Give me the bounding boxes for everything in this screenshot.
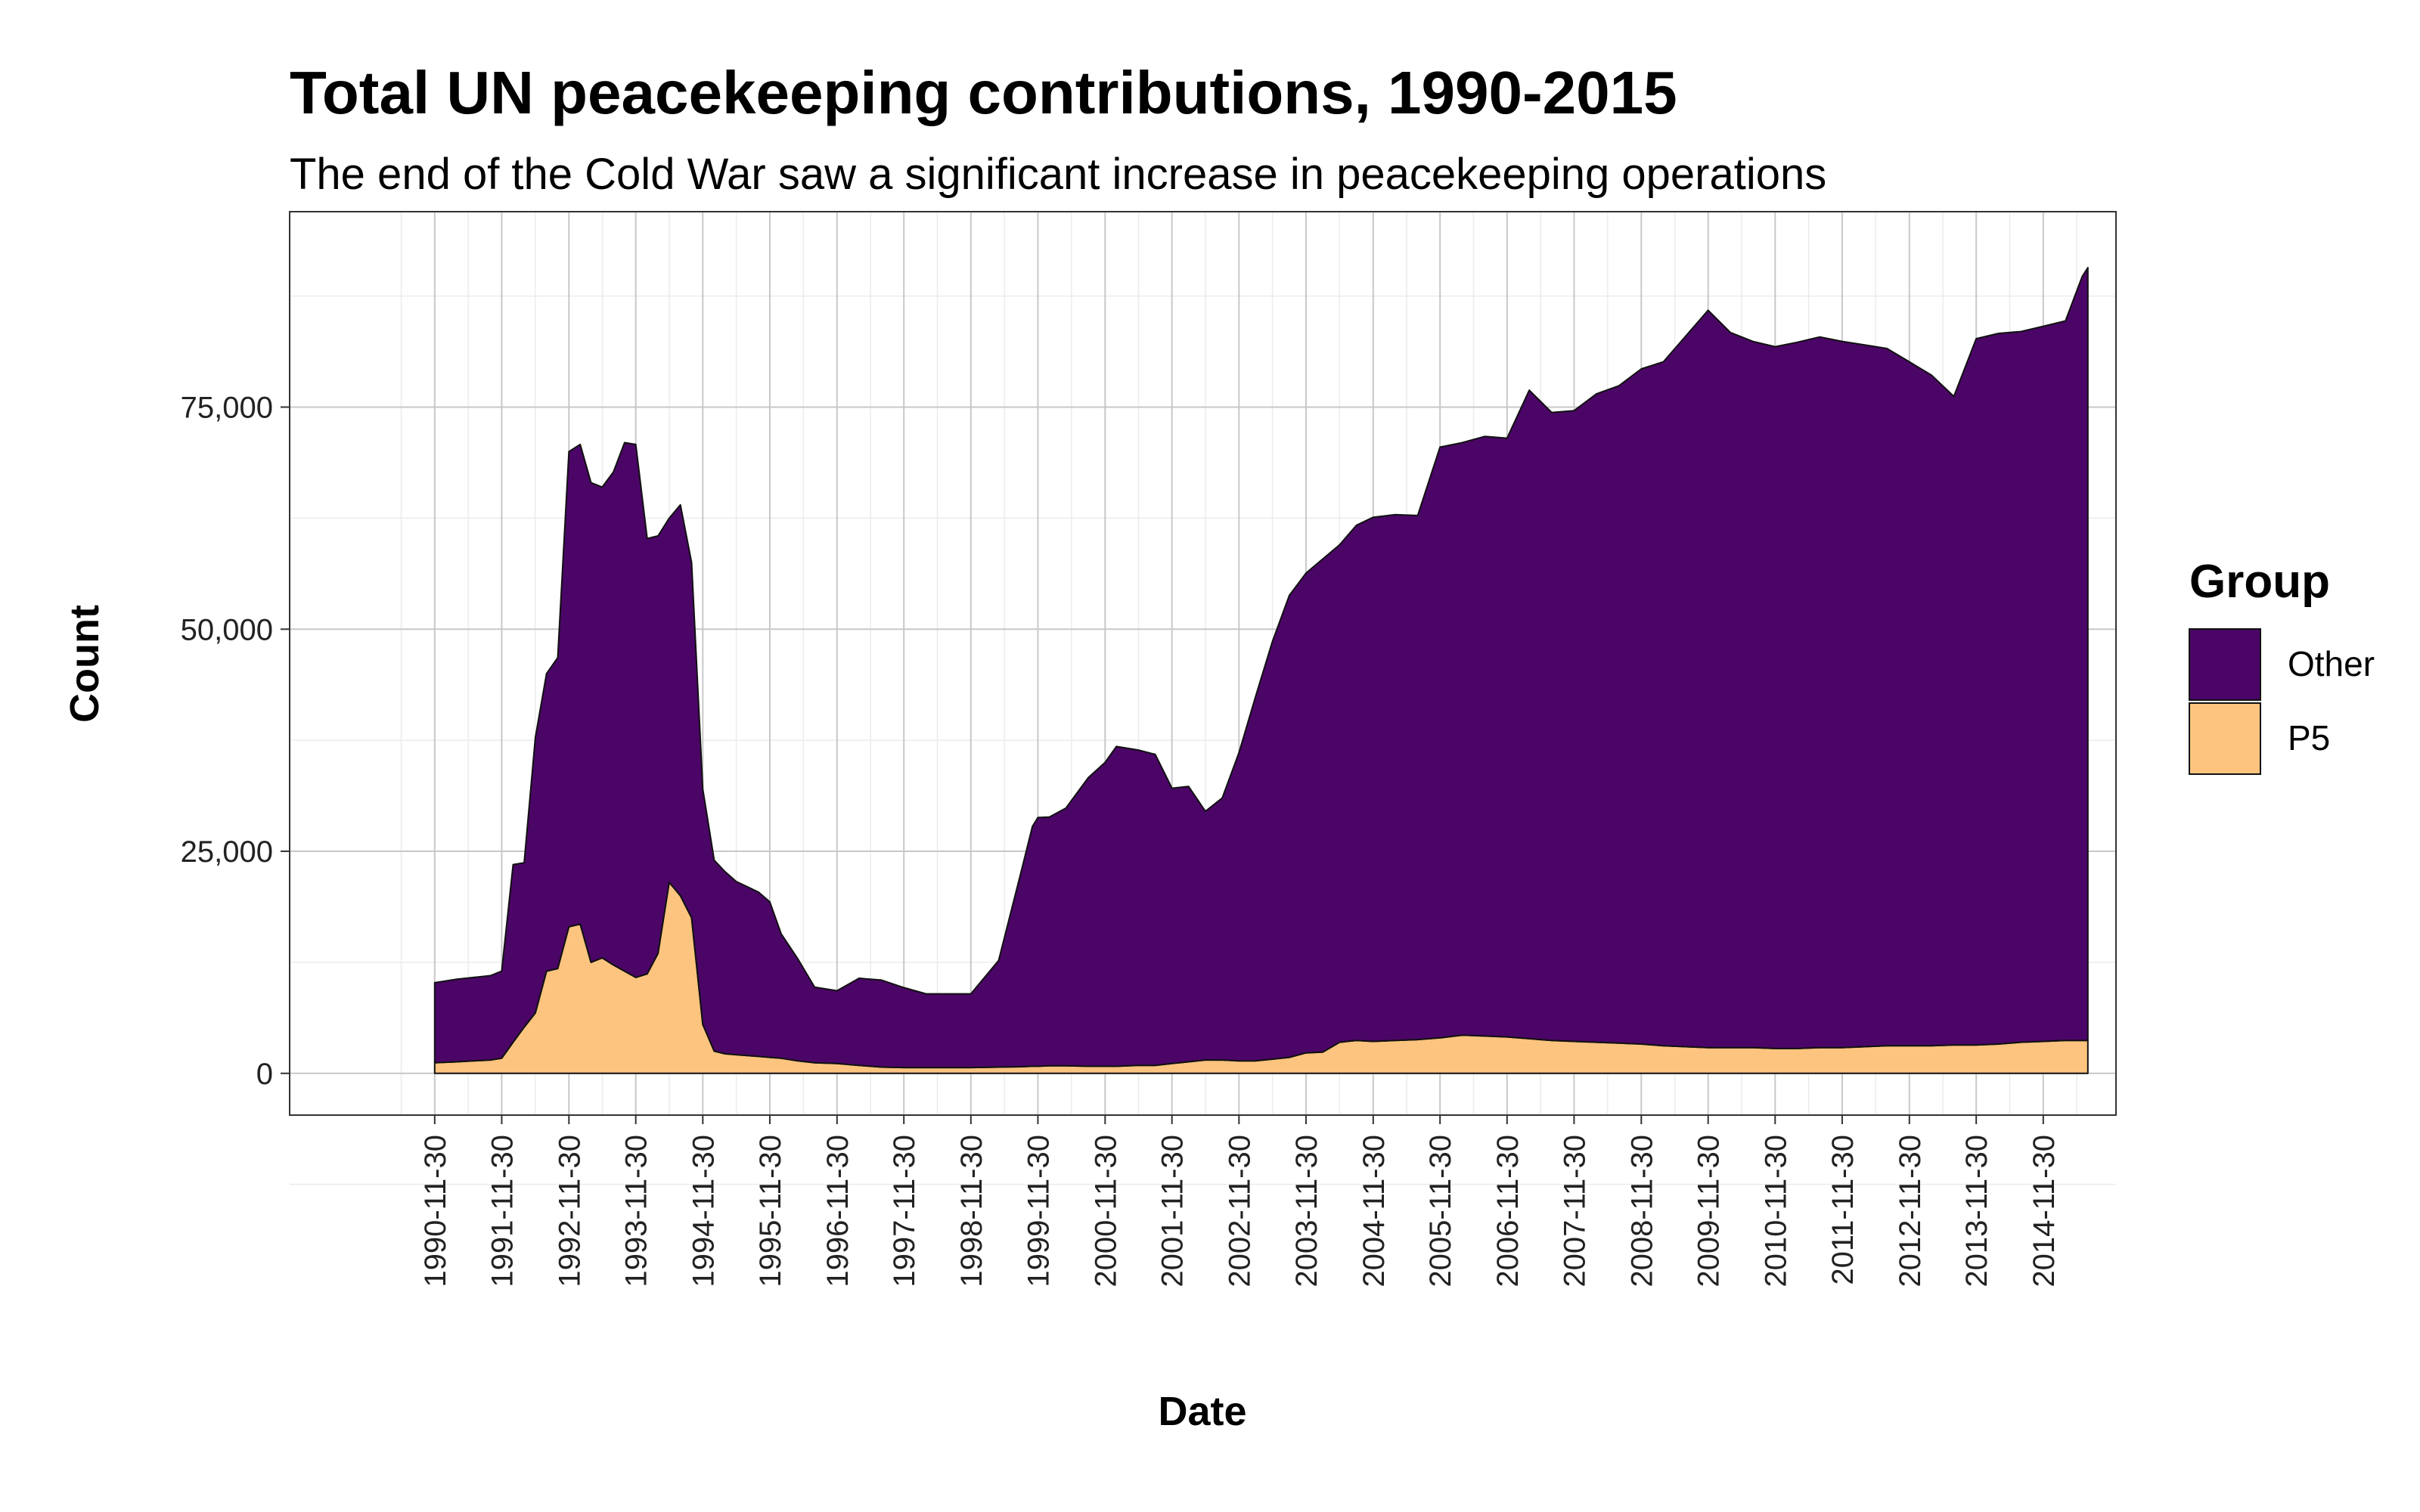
x-tick-label: 2001-11-30 <box>1156 1135 1190 1287</box>
legend-title: Group <box>2189 556 2330 608</box>
plot-border <box>289 211 2117 1116</box>
x-tick-label: 2000-11-30 <box>1089 1135 1122 1287</box>
x-tick-label: 2014-11-30 <box>2028 1135 2061 1287</box>
y-axis-title: Count <box>62 605 107 723</box>
x-tick-label: 1995-11-30 <box>754 1135 787 1287</box>
area-series <box>433 267 2089 1074</box>
x-tick-label: 2012-11-30 <box>1894 1135 1927 1287</box>
y-tick-label: 50,000 <box>181 613 273 646</box>
x-tick-label: 2008-11-30 <box>1625 1135 1658 1287</box>
y-tick-label: 25,000 <box>181 835 273 869</box>
legend: Group Other P5 <box>2189 556 2375 775</box>
y-tick-label: 0 <box>256 1058 273 1091</box>
legend-key-p5 <box>2189 702 2261 775</box>
x-tick-label: 1994-11-30 <box>687 1135 720 1287</box>
x-tick-label: 2005-11-30 <box>1424 1135 1457 1287</box>
x-tick-label: 2003-11-30 <box>1290 1135 1323 1287</box>
x-tick-label: 2004-11-30 <box>1357 1135 1391 1287</box>
x-tick-label: 2013-11-30 <box>1960 1135 1993 1287</box>
chart-title: Total UN peacekeeping contributions, 199… <box>290 59 1677 126</box>
x-tick-label: 1998-11-30 <box>955 1135 988 1287</box>
x-tick-label: 2006-11-30 <box>1491 1135 1525 1287</box>
x-tick-label: 1991-11-30 <box>486 1135 519 1287</box>
x-axis-ticks: 1990-11-30 1991-11-30 1992-11-30 1993-11-30… <box>419 1115 2061 1287</box>
x-tick-label: 1999-11-30 <box>1022 1135 1055 1287</box>
x-tick-label: 1996-11-30 <box>821 1135 855 1287</box>
x-tick-label: 2010-11-30 <box>1759 1135 1792 1287</box>
x-tick-label: 2007-11-30 <box>1558 1135 1591 1287</box>
x-axis-title: Date <box>1158 1389 1246 1434</box>
legend-label-other: Other <box>2288 644 2375 683</box>
legend-key-other <box>2189 628 2261 701</box>
x-tick-label: 1997-11-30 <box>888 1135 921 1287</box>
x-tick-label: 1992-11-30 <box>553 1135 586 1287</box>
x-tick-label: 1990-11-30 <box>419 1135 452 1287</box>
legend-label-p5: P5 <box>2288 718 2330 758</box>
y-axis-ticks: 0 25,000 50,000 75,000 <box>181 392 290 1091</box>
y-tick-label: 75,000 <box>181 392 273 425</box>
x-tick-label: 2009-11-30 <box>1692 1135 1726 1287</box>
area-other <box>433 267 2089 1069</box>
x-tick-label: 2011-11-30 <box>1826 1135 1860 1285</box>
chart-subtitle: The end of the Cold War saw a significan… <box>290 150 1826 199</box>
x-tick-label: 1993-11-30 <box>620 1135 653 1287</box>
x-tick-label: 2002-11-30 <box>1223 1135 1256 1287</box>
